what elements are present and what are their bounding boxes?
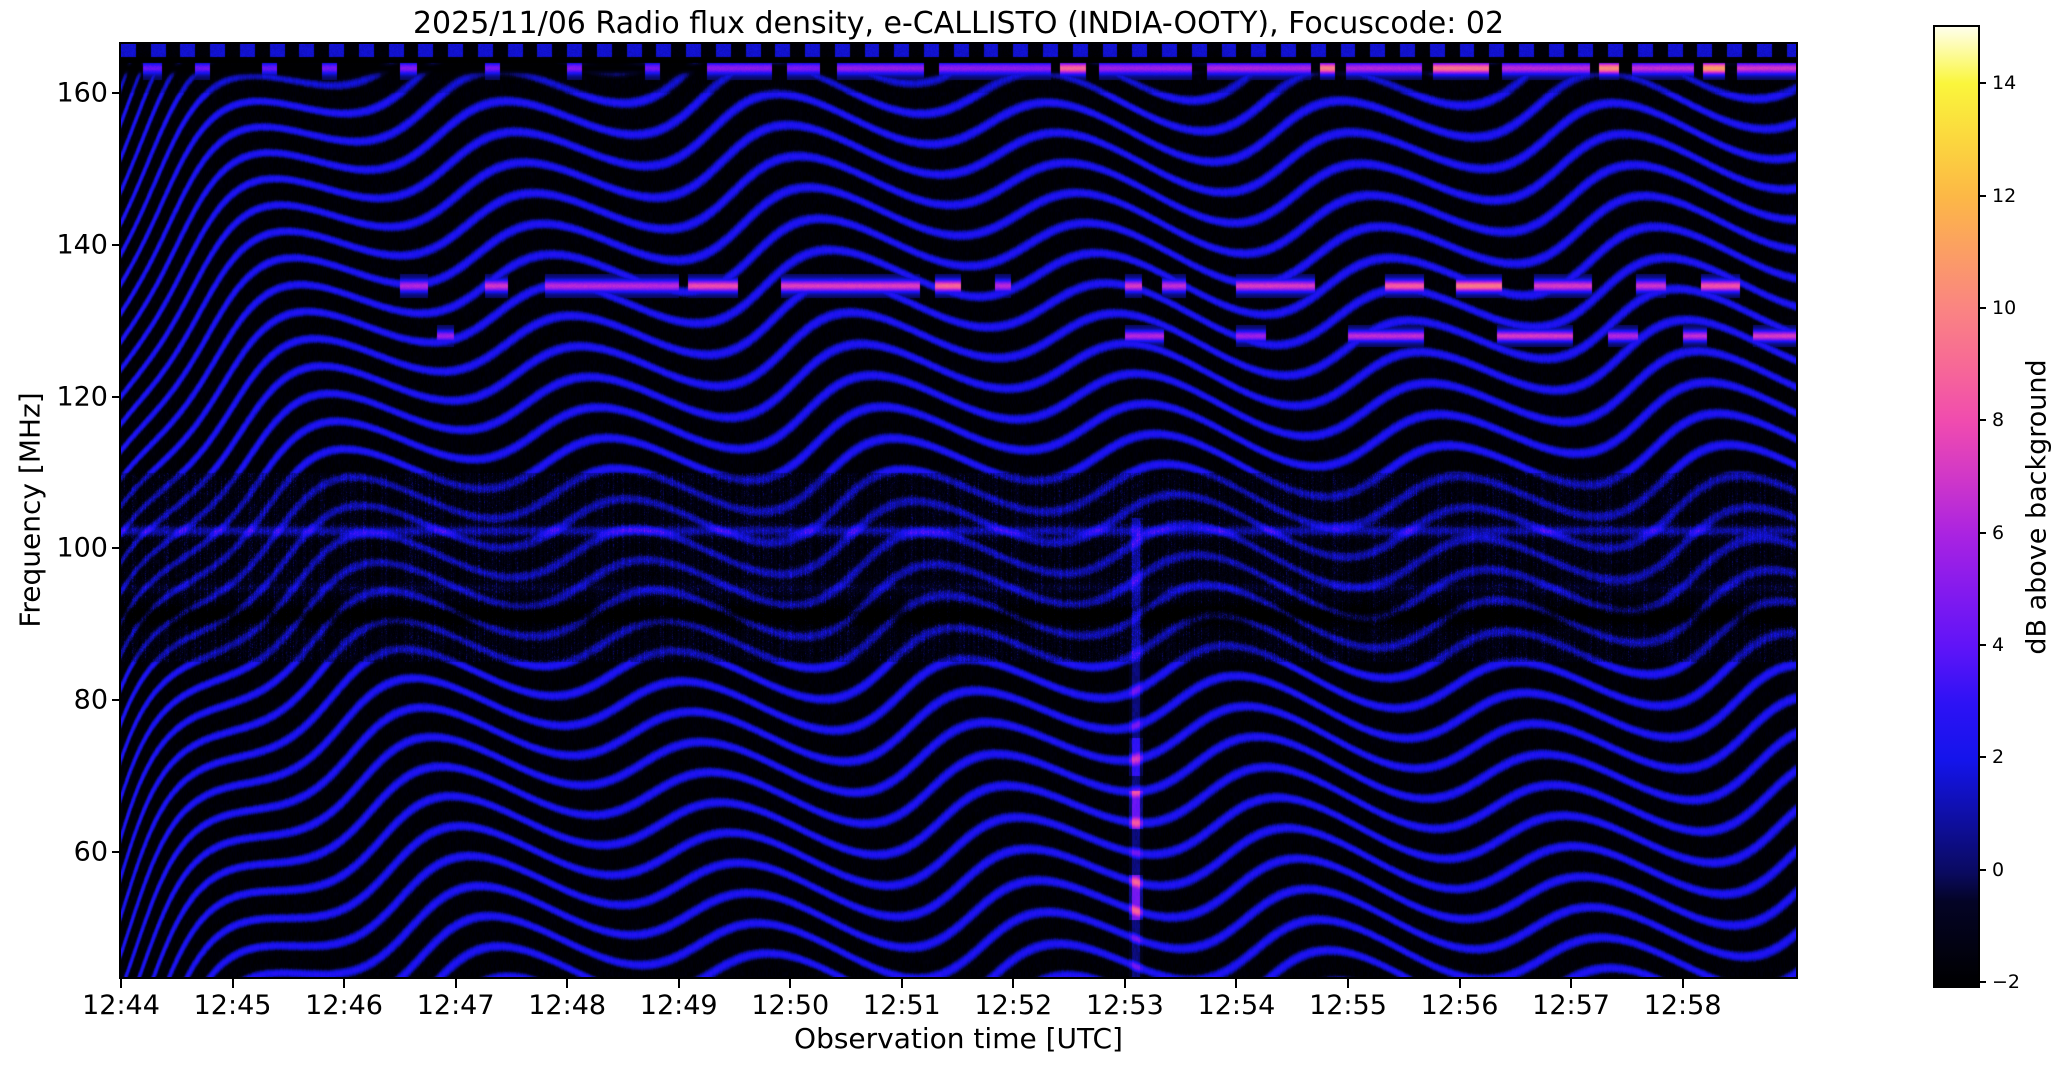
- x-tick-mark: [789, 979, 792, 988]
- colorbar-tick-mark: [1978, 868, 1986, 871]
- colorbar: [1933, 25, 1980, 988]
- colorbar-tick-label: 6: [1992, 521, 2005, 544]
- colorbar-tick-mark: [1978, 82, 1986, 85]
- y-tick-label: 60: [73, 836, 108, 868]
- x-tick-label: 12:48: [528, 990, 607, 1021]
- x-tick-label: 12:45: [193, 990, 272, 1021]
- colorbar-tick-label: −2: [1992, 971, 2021, 993]
- x-tick-label: 12:49: [639, 990, 718, 1021]
- x-tick-mark: [1123, 979, 1126, 988]
- x-tick-label: 12:58: [1643, 990, 1722, 1021]
- x-tick-label: 12:56: [1420, 990, 1499, 1021]
- y-tick-label: 140: [56, 229, 108, 261]
- x-tick-mark: [1458, 979, 1461, 988]
- x-tick-mark: [454, 979, 457, 988]
- x-tick-mark: [677, 979, 680, 988]
- x-tick-mark: [1570, 979, 1573, 988]
- x-tick-label: 12:52: [974, 990, 1053, 1021]
- y-tick-mark: [112, 850, 121, 853]
- x-tick-label: 12:46: [305, 990, 383, 1021]
- y-tick-mark: [112, 92, 121, 95]
- x-tick-label: 12:51: [862, 990, 941, 1021]
- colorbar-tick-label: 12: [1992, 184, 2017, 207]
- x-tick-label: 12:54: [1197, 990, 1276, 1021]
- x-axis-label: Observation time [UTC]: [794, 1022, 1123, 1055]
- colorbar-tick-mark: [1978, 419, 1986, 422]
- colorbar-tick-mark: [1978, 194, 1986, 197]
- colorbar-tick-label: 8: [1992, 409, 2005, 432]
- colorbar-tick-label: 2: [1992, 746, 2005, 769]
- colorbar-tick-mark: [1978, 756, 1986, 759]
- y-tick-mark: [112, 699, 121, 702]
- colorbar-tick-label: 14: [1992, 72, 2017, 95]
- plot-frame: [119, 42, 1798, 979]
- y-tick-label: 120: [56, 381, 108, 413]
- x-tick-mark: [120, 979, 122, 988]
- x-tick-label: 12:55: [1309, 990, 1387, 1021]
- x-tick-label: 12:53: [1085, 990, 1164, 1021]
- x-tick-mark: [1235, 979, 1238, 988]
- colorbar-tick-label: 10: [1992, 296, 2017, 319]
- x-tick-mark: [566, 979, 569, 988]
- x-tick-label: 12:57: [1532, 990, 1610, 1021]
- y-axis-label: Frequency [MHz]: [13, 392, 47, 628]
- x-tick-label: 12:44: [82, 990, 160, 1021]
- colorbar-tick-label: 0: [1992, 858, 2005, 881]
- y-tick-label: 80: [73, 684, 108, 716]
- x-tick-mark: [343, 979, 346, 988]
- x-tick-label: 12:50: [751, 990, 830, 1021]
- x-tick-mark: [1681, 979, 1684, 988]
- spectrogram-heatmap: [121, 44, 1796, 977]
- y-tick-mark: [112, 547, 121, 550]
- colorbar-gradient: [1935, 27, 1978, 986]
- colorbar-label: dB above background: [2021, 359, 2053, 655]
- y-tick-mark: [112, 395, 121, 398]
- colorbar-tick-label: 4: [1992, 633, 2005, 656]
- y-tick-mark: [112, 244, 121, 246]
- x-tick-mark: [231, 979, 234, 988]
- x-tick-mark: [1012, 979, 1015, 988]
- colorbar-tick-mark: [1978, 643, 1986, 646]
- x-tick-mark: [900, 979, 903, 988]
- colorbar-tick-mark: [1978, 306, 1986, 309]
- x-tick-mark: [1346, 979, 1349, 988]
- x-tick-label: 12:47: [416, 990, 495, 1021]
- plot-title: 2025/11/06 Radio flux density, e-CALLIST…: [412, 6, 1505, 41]
- y-tick-label: 100: [56, 532, 108, 564]
- y-tick-label: 160: [56, 77, 108, 109]
- colorbar-tick-mark: [1978, 981, 1986, 983]
- colorbar-tick-mark: [1978, 531, 1986, 534]
